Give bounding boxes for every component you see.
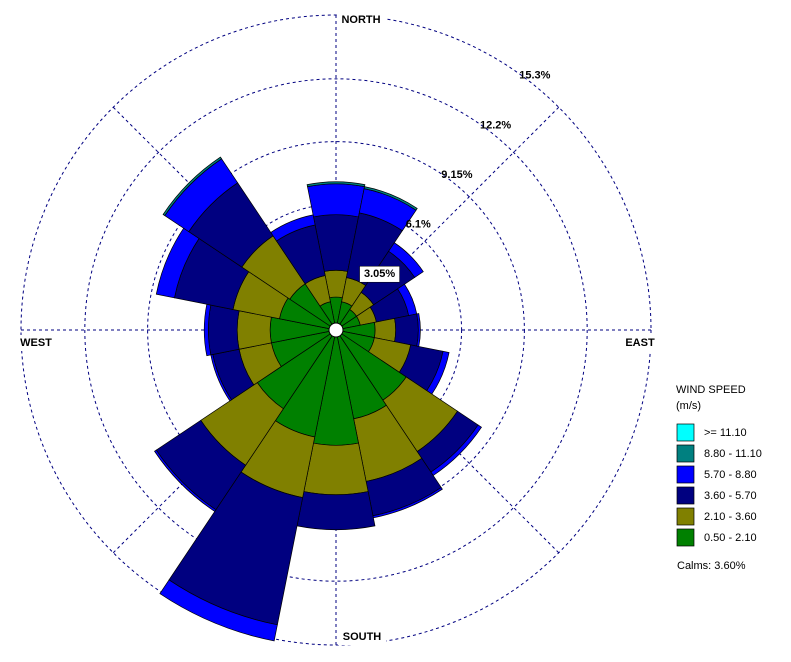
ring-label-bg xyxy=(359,265,400,283)
wedge-segment xyxy=(154,449,217,512)
calm-circle xyxy=(328,322,344,338)
grid-ring xyxy=(20,14,652,646)
ring-label: 9.15% xyxy=(441,169,472,181)
ring-label: 12.2% xyxy=(480,120,511,132)
legend-swatch xyxy=(676,528,695,547)
legend-swatch xyxy=(676,423,695,442)
calms-label: Calms: 3.60% xyxy=(677,560,746,572)
legend-title: WIND SPEED xyxy=(676,384,746,396)
spoke xyxy=(335,106,560,331)
legend-title: (m/s) xyxy=(676,400,701,412)
wedge-segment xyxy=(270,214,316,242)
direction-label-bg xyxy=(616,335,664,351)
ring-label: 15.3% xyxy=(519,69,550,81)
legend-swatch xyxy=(676,486,695,505)
legend-label: >= 11.10 xyxy=(704,427,747,439)
overlay: 3.05% 6.1% 9.15% 12.2% 15.3% NORTH EAST SOUTH WE… xyxy=(12,12,762,645)
direction-label: NORTH xyxy=(341,14,380,26)
wedge-segment xyxy=(236,310,272,350)
wedge-segment xyxy=(303,442,369,495)
legend-label: 5.70 - 8.80 xyxy=(704,469,757,481)
wedge-segment xyxy=(162,156,223,217)
legend-label: 0.50 - 2.10 xyxy=(704,532,757,544)
wedge-segment xyxy=(208,304,240,356)
legend-label: 2.10 - 3.60 xyxy=(704,511,757,523)
wedge-segment xyxy=(363,186,418,211)
legend-swatch xyxy=(676,465,695,484)
legend-label: 3.60 - 5.70 xyxy=(704,490,757,502)
grid-ring xyxy=(209,203,463,457)
wedge-segment xyxy=(159,579,278,642)
wedges xyxy=(154,156,482,642)
legend-swatch xyxy=(676,444,695,463)
wedge-segment xyxy=(296,491,376,530)
ring-label: 6.1% xyxy=(406,219,431,231)
legend-swatch xyxy=(676,507,695,526)
direction-label: SOUTH xyxy=(343,631,382,643)
grid-ring xyxy=(84,78,588,582)
direction-label-bg xyxy=(12,335,60,351)
legend-label: 8.80 - 11.10 xyxy=(704,448,762,460)
wedge-segment xyxy=(307,183,365,218)
wedge-segment xyxy=(394,313,419,347)
ring-label: 3.05% xyxy=(364,268,395,280)
direction-label: WEST xyxy=(20,337,52,349)
direction-label-bg xyxy=(338,629,386,645)
wedge-segment xyxy=(388,242,424,278)
direction-label: EAST xyxy=(625,337,655,349)
direction-label-bg xyxy=(337,12,385,28)
